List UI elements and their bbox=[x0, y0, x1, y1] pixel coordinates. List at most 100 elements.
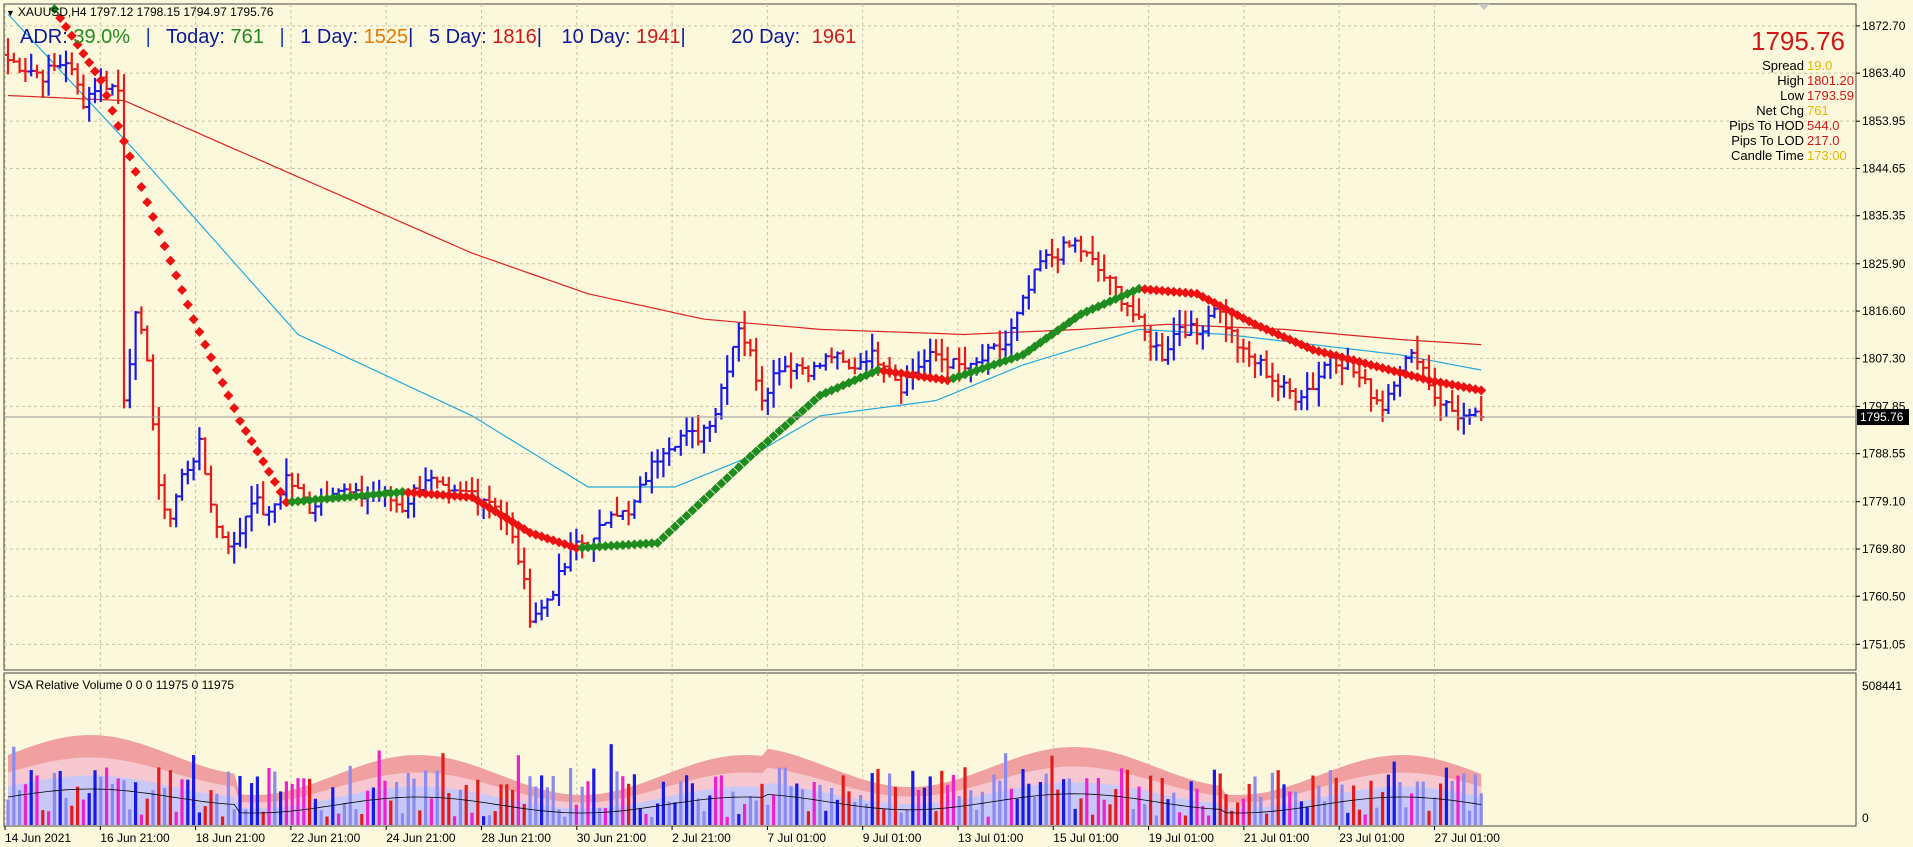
today-label: Today: bbox=[166, 26, 225, 48]
volume-zero-label: 0 bbox=[1862, 811, 1869, 825]
volume-bar bbox=[1259, 796, 1263, 825]
volume-bar bbox=[1114, 789, 1118, 825]
volume-bar bbox=[1033, 797, 1037, 825]
trend-marker bbox=[61, 21, 71, 32]
volume-bar bbox=[1224, 794, 1228, 825]
x-tick-label: 28 Jun 21:00 bbox=[482, 831, 552, 845]
volume-bar bbox=[1433, 797, 1437, 825]
volume-bar bbox=[777, 767, 781, 825]
volume-bar bbox=[708, 795, 712, 825]
volume-bar bbox=[464, 785, 468, 825]
separator: | bbox=[536, 26, 542, 48]
volume-bar bbox=[911, 770, 915, 825]
trend-marker bbox=[577, 542, 588, 553]
volume-bar bbox=[1027, 783, 1031, 825]
stat-value: 19.0 bbox=[1807, 58, 1833, 73]
day10-value: 1941 bbox=[636, 26, 681, 48]
volume-bar bbox=[157, 767, 161, 825]
volume-bar bbox=[563, 816, 567, 825]
fast-ma-line bbox=[7, 13, 1482, 488]
trend-marker bbox=[269, 476, 280, 487]
y-tick-label: 1863.40 bbox=[1862, 66, 1906, 80]
volume-bar bbox=[383, 780, 387, 825]
volume-bar bbox=[998, 780, 1002, 825]
volume-bar bbox=[122, 780, 126, 825]
volume-pane-frame bbox=[3, 672, 1857, 827]
trend-marker bbox=[670, 521, 680, 532]
stat-key: Low bbox=[1780, 88, 1804, 103]
trend-marker bbox=[786, 415, 796, 426]
volume-bar bbox=[627, 783, 631, 825]
trend-marker bbox=[768, 431, 779, 442]
trend-marker bbox=[148, 211, 158, 222]
trend-marker bbox=[84, 57, 95, 68]
volume-bar bbox=[377, 750, 381, 825]
volume-bar bbox=[1108, 804, 1112, 825]
y-tick-label: 1816.60 bbox=[1862, 304, 1906, 318]
trend-marker bbox=[409, 487, 419, 498]
volume-bar bbox=[1468, 810, 1472, 825]
triangle-down-icon[interactable]: ▼ bbox=[6, 8, 15, 18]
volume-bar bbox=[859, 794, 863, 825]
x-tick-label: 21 Jul 01:00 bbox=[1244, 831, 1310, 845]
volume-bar bbox=[905, 809, 909, 825]
time-axis[interactable]: 14 Jun 2021 16 Jun 21:00 18 Jun 21:00 22 Ju… bbox=[4, 826, 1500, 845]
volume-bar bbox=[743, 803, 747, 825]
volume-bar bbox=[1166, 799, 1170, 825]
trend-marker bbox=[246, 436, 257, 447]
volume-bar bbox=[609, 744, 613, 825]
volume-bar bbox=[714, 776, 718, 825]
trend-marker bbox=[774, 426, 785, 437]
trend-marker bbox=[681, 510, 692, 521]
volume-bar bbox=[557, 809, 561, 825]
volume-bar bbox=[197, 812, 201, 825]
trend-marker bbox=[159, 241, 170, 252]
volume-bar bbox=[232, 809, 236, 825]
volume-bar bbox=[946, 784, 950, 825]
volume-bar bbox=[105, 767, 109, 825]
trend-marker bbox=[316, 494, 327, 505]
volume-bar bbox=[975, 809, 979, 825]
trend-marker bbox=[200, 339, 211, 350]
volume-bar bbox=[342, 803, 346, 825]
moving-averages bbox=[7, 13, 1482, 488]
volume-bar bbox=[429, 798, 433, 825]
trend-marker bbox=[142, 197, 153, 208]
volume-bar bbox=[139, 814, 143, 825]
volume-bar bbox=[1195, 788, 1199, 825]
volume-bar bbox=[847, 791, 851, 825]
trend-marker bbox=[66, 30, 77, 41]
trend-marker bbox=[356, 490, 367, 501]
scroll-marker-icon[interactable] bbox=[1478, 4, 1490, 10]
trend-marker bbox=[733, 462, 744, 473]
volume-bar bbox=[1230, 810, 1234, 825]
volume-bar bbox=[1415, 781, 1419, 825]
x-tick-label: 16 Jun 21:00 bbox=[100, 831, 170, 845]
trend-marker bbox=[49, 4, 60, 15]
volume-bar bbox=[418, 810, 422, 825]
volume-bar bbox=[12, 746, 16, 825]
volume-bar bbox=[696, 798, 700, 825]
volume-bar bbox=[87, 793, 91, 825]
volume-bar bbox=[841, 775, 845, 825]
trend-marker bbox=[728, 467, 738, 478]
volume-bar bbox=[1386, 774, 1390, 825]
trend-marker bbox=[206, 352, 216, 363]
volume-bar bbox=[1265, 813, 1269, 825]
trend-marker bbox=[252, 446, 263, 457]
volume-bar bbox=[1015, 798, 1019, 825]
trend-marker bbox=[188, 314, 199, 325]
price-axis[interactable]: 1872.70 1863.40 1853.95 1844.65 1835.35 1825.… bbox=[1856, 19, 1906, 651]
volume-bar bbox=[1398, 782, 1402, 825]
trend-marker bbox=[623, 539, 634, 550]
separator: | bbox=[145, 26, 151, 48]
volume-bar bbox=[551, 776, 555, 825]
trend-marker bbox=[757, 441, 767, 452]
volume-bar bbox=[1149, 775, 1153, 825]
trend-marker bbox=[223, 390, 234, 401]
volume-bar bbox=[1444, 767, 1448, 825]
volume-bar bbox=[186, 779, 190, 825]
trend-marker bbox=[385, 488, 396, 499]
trend-marker bbox=[809, 395, 820, 406]
